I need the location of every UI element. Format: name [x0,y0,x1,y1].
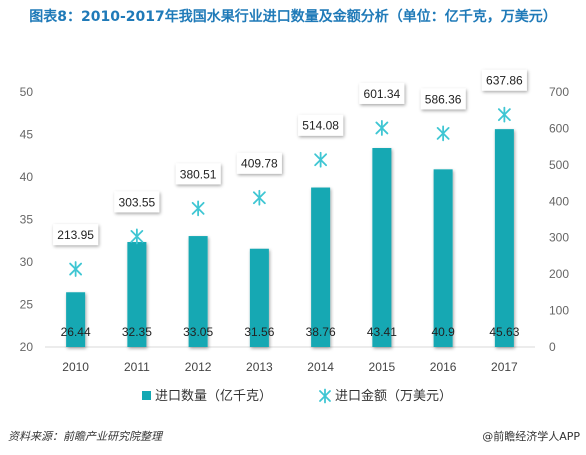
bar-value-label: 45.63 [489,325,519,339]
x-tick-label: 2015 [369,360,396,374]
bar-labels: 26.44 32.35 33.05 31.56 38.76 43.41 40.9 45.63 [61,325,520,339]
bar [127,242,147,347]
bar [372,148,392,347]
marker-label-box [481,69,527,91]
marker-value-label: 637.86 [486,74,523,88]
marker-value-label: 409.78 [241,157,278,171]
x-tick-label: 2013 [246,360,273,374]
legend-marker-swatch [319,388,331,404]
legend: 进口数量（亿千克） 进口金额（万美元） [142,388,452,404]
right-tick-label: 0 [549,340,556,354]
bar-value-label: 26.44 [61,325,91,339]
bar [433,169,453,347]
marker-label-box [420,88,466,110]
marker-value-label: 213.95 [57,228,94,242]
marker-value-label: 586.36 [425,92,462,106]
marker-label-box [114,191,160,213]
marker-labels: 213.95 303.55 380.51 409.78 514.08 601.34 586.… [53,69,527,246]
bar [494,129,514,347]
bars [66,129,514,347]
bar [66,292,86,347]
left-tick-label: 40 [20,170,34,184]
right-tick-label: 100 [549,304,569,318]
bar-value-label: 31.56 [244,325,274,339]
right-tick-label: 200 [549,267,569,281]
bar-value-label: 40.9 [431,325,455,339]
marker-label-box [53,224,99,246]
right-tick-label: 700 [549,85,569,99]
bar-value-label: 33.05 [183,325,213,339]
x-tick-label: 2014 [307,360,334,374]
marker-label-box [236,152,282,174]
x-tick-label: 2016 [430,360,457,374]
amount-marker [497,106,511,123]
right-tick-label: 600 [549,121,569,135]
amount-marker [130,228,144,245]
left-tick-label: 50 [20,85,34,99]
x-tick-label: 2017 [491,360,518,374]
left-tick-label: 20 [20,340,34,354]
x-tick-label: 2010 [62,360,89,374]
x-tick-label: 2011 [124,360,150,374]
right-axis: 0 100 200 300 400 500 600 700 [549,85,569,354]
legend-bar-label: 进口数量（亿千克） [155,389,272,404]
amount-marker [375,120,389,136]
left-tick-label: 35 [20,213,34,227]
x-tick-label: 2012 [185,360,212,374]
right-tick-label: 400 [549,194,569,208]
marker-value-label: 514.08 [302,119,339,133]
amount-marker [314,151,328,168]
left-tick-label: 30 [20,255,34,269]
amount-marker [252,189,266,206]
marker-label-box [175,163,221,185]
legend-bar-swatch [142,391,151,400]
amount-marker [69,261,83,277]
amount-marker [436,125,450,142]
chart-title: 图表8：2010-2017年我国水果行业进口数量及金额分析（单位：亿千克，万美元… [29,9,557,25]
brand-label: @前瞻经济学人APP [482,430,580,443]
bar-value-label: 38.76 [306,325,336,339]
bar-value-label: 32.35 [122,325,152,339]
source-note: 资料来源：前瞻产业研究院整理 [8,430,162,443]
amount-marker [191,200,205,217]
markers [69,106,511,277]
x-axis: 2010 2011 2012 2013 2014 2015 2016 2017 [62,360,518,374]
left-tick-label: 45 [20,128,34,142]
right-tick-label: 300 [549,231,569,245]
left-axis: 20 25 30 35 40 45 50 [20,85,34,354]
bar [188,236,208,347]
bar-value-label: 43.41 [367,325,397,339]
bar [311,187,331,347]
marker-label-box [298,114,344,136]
legend-marker-label: 进口金额（万美元） [335,388,452,404]
marker-label-box [359,82,405,104]
right-tick-label: 500 [549,158,569,172]
left-tick-label: 25 [20,298,34,312]
marker-value-label: 601.34 [364,87,401,101]
marker-value-label: 380.51 [180,167,217,181]
bar [249,248,269,347]
marker-value-label: 303.55 [119,195,156,209]
